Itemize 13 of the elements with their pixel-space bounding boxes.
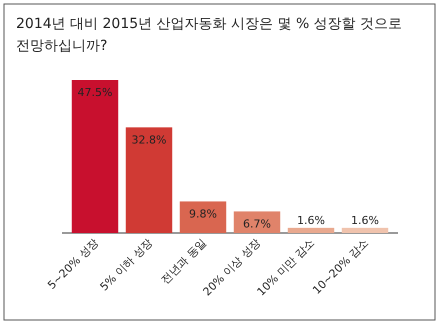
data-label: 1.6% [297,214,325,227]
data-label: 9.8% [189,207,217,220]
bar [72,80,118,233]
bar [126,127,172,233]
bar [342,228,388,233]
bar [288,228,334,233]
bar [180,201,226,233]
x-tick-label: 5% 이하 성장 [98,236,156,294]
data-label: 47.5% [78,86,112,99]
data-label: 6.7% [243,217,271,230]
data-label: 1.6% [351,214,379,227]
data-label: 32.8% [132,133,166,146]
chart-title: 2014년 대비 2015년 산업자동화 시장은 몇 % 성장할 것으로 전망하십니까? [16,16,402,54]
